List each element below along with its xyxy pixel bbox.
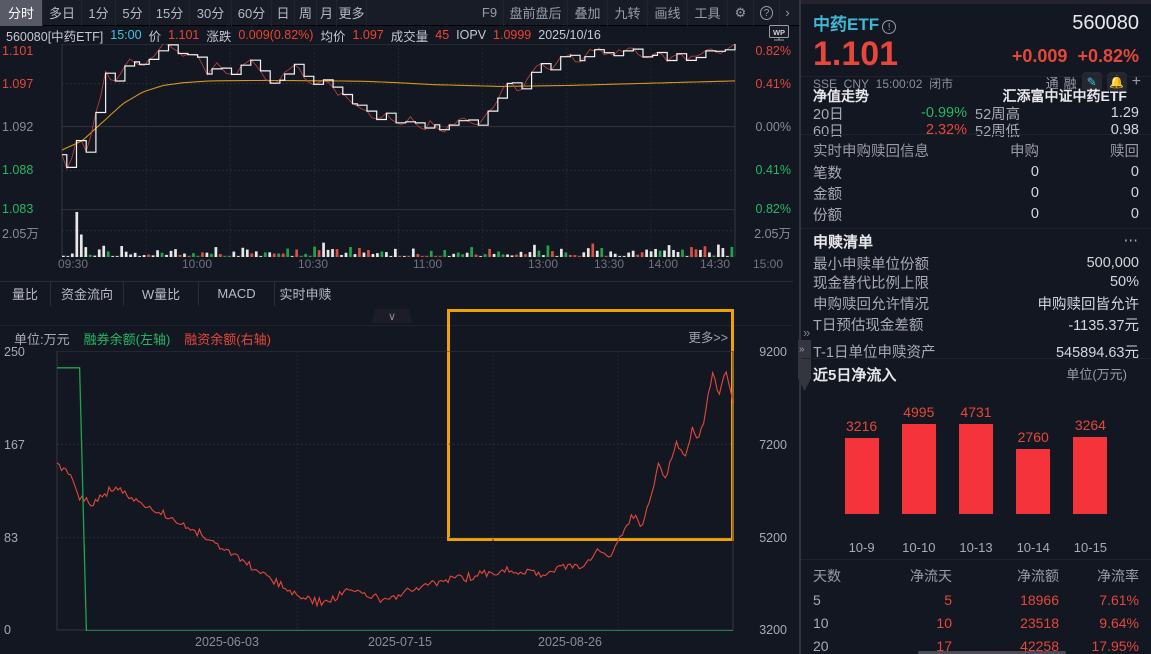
svg-text:WP: WP: [773, 28, 785, 37]
